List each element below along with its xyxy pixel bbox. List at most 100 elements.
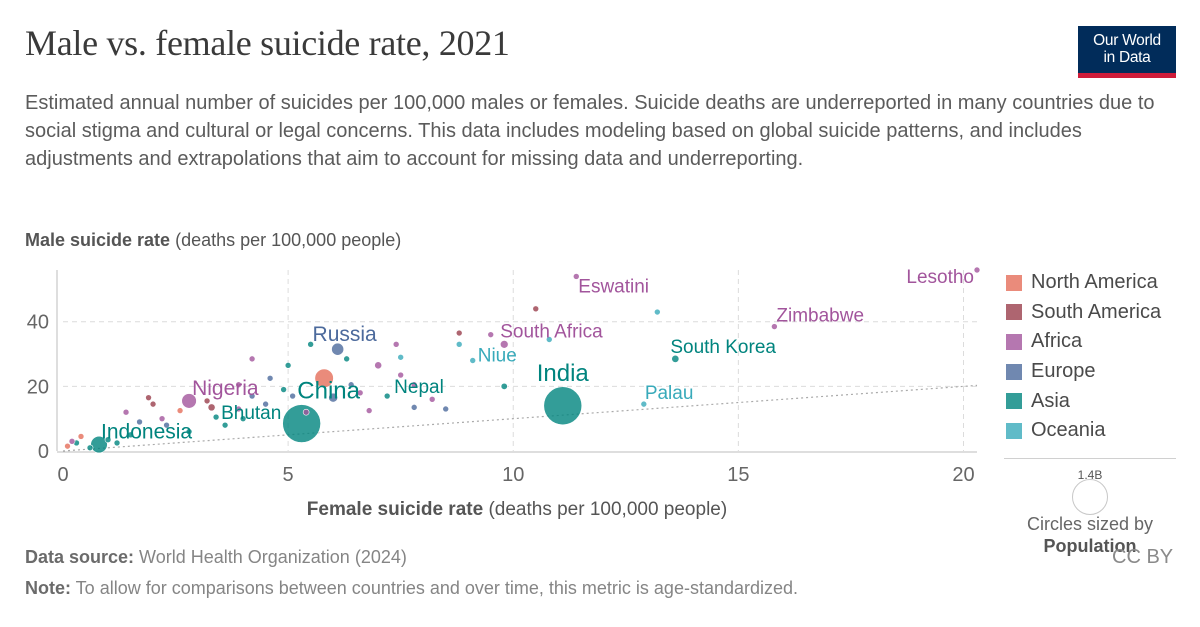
x-axis-title: Female suicide rate (deaths per 100,000 … (307, 499, 727, 520)
label-south-africa: South Africa (500, 321, 603, 342)
data-point (266, 374, 274, 382)
data-point (410, 381, 418, 389)
y-tick-label: 20 (27, 376, 49, 398)
data-point (328, 392, 338, 403)
point-lesotho (973, 266, 981, 274)
data-point (86, 444, 94, 452)
x-axis-title-main: Female suicide rate (307, 499, 483, 520)
legend-swatch (1006, 333, 1022, 350)
data-point (136, 418, 143, 426)
data-point (176, 407, 184, 414)
x-tick-label: 15 (727, 464, 749, 486)
data-point (248, 355, 256, 363)
label-nepal: Nepal (394, 377, 444, 398)
data-point (235, 381, 242, 389)
data-point (284, 362, 292, 369)
license-link[interactable]: CC BY (1112, 546, 1174, 568)
data-point (307, 341, 314, 348)
chart-note: Note: To allow for comparisons between c… (25, 578, 798, 599)
legend-item-north-america[interactable]: North America (1006, 268, 1161, 298)
label-zimbabwe: Zimbabwe (776, 306, 864, 327)
data-point (347, 381, 355, 389)
y-axis-title: Male suicide rate (deaths per 100,000 pe… (25, 230, 401, 250)
data-point (442, 405, 450, 413)
data-source-text: World Health Organization (2024) (134, 547, 407, 567)
data-point (343, 355, 350, 363)
legend-label: Europe (1031, 360, 1096, 383)
point-south-korea (671, 354, 680, 363)
label-lesotho: Lesotho (906, 267, 974, 288)
data-point (428, 395, 436, 403)
legend-swatch (1006, 422, 1022, 439)
legend-label: Asia (1031, 389, 1070, 412)
data-point (314, 368, 334, 388)
data-point (122, 408, 130, 416)
legend-label: South America (1031, 300, 1162, 323)
point-russia (331, 342, 345, 356)
data-point (545, 336, 553, 343)
label-china: China (297, 378, 360, 405)
data-point (239, 415, 247, 422)
point-nigeria (181, 393, 197, 409)
label-russia: Russia (313, 323, 378, 346)
data-point (158, 415, 166, 422)
chart-subtitle: Estimated annual number of suicides per … (25, 92, 1155, 170)
data-point (248, 392, 256, 400)
size-legend: 1.4B Circles sized by Population (1004, 458, 1176, 556)
data-point (221, 421, 229, 429)
data-point (392, 341, 400, 348)
label-palau: Palau (645, 383, 694, 404)
size-legend-caption: Circles sized by Population (1004, 513, 1176, 557)
data-point (77, 433, 85, 440)
data-point (113, 439, 121, 447)
data-point (64, 442, 71, 450)
data-point (262, 400, 269, 408)
size-legend-value: 1.4B (1077, 468, 1103, 482)
legend-label: Africa (1031, 330, 1083, 353)
label-india: India (537, 360, 590, 387)
data-point (145, 394, 152, 401)
legend-swatch (1006, 393, 1022, 410)
data-source: Data source: World Health Organization (… (25, 547, 407, 568)
point-palau (640, 400, 648, 408)
owid-logo[interactable]: Our World in Data (1078, 26, 1176, 78)
y-axis-title-main: Male suicide rate (25, 230, 170, 250)
size-legend-caption-text: Circles sized by (1026, 514, 1154, 534)
legend-item-south-america[interactable]: South America (1006, 298, 1161, 328)
x-axis-title-unit: (deaths per 100,000 people) (483, 499, 727, 520)
data-point (487, 331, 495, 338)
y-tick-label: 40 (27, 312, 49, 334)
data-point (455, 341, 463, 348)
data-point (365, 407, 373, 414)
logo-line-1: Our World (1093, 32, 1161, 49)
y-axis-title-unit: (deaths per 100,000 people) (170, 230, 401, 250)
data-point (374, 361, 383, 370)
legend-item-asia[interactable]: Asia (1006, 386, 1161, 416)
point-nepal (383, 392, 391, 400)
data-point (203, 397, 211, 405)
x-tick-label: 5 (283, 464, 294, 486)
size-legend-divider (1004, 458, 1176, 459)
point-zimbabwe (771, 323, 778, 330)
legend-item-africa[interactable]: Africa (1006, 327, 1161, 357)
data-point (235, 405, 242, 413)
x-tick-label: 0 (57, 464, 68, 486)
data-point (397, 371, 404, 379)
x-tick-label: 20 (952, 464, 974, 486)
data-point (654, 308, 661, 316)
size-legend-variable: Population (1043, 536, 1137, 556)
label-eswatini: Eswatini (578, 276, 649, 297)
data-point (500, 382, 508, 390)
data-point (397, 353, 404, 361)
logo-line-2: in Data (1103, 49, 1151, 66)
label-south-korea: South Korea (670, 337, 776, 358)
data-point (532, 305, 540, 313)
data-point (289, 392, 296, 400)
size-legend-circle (1072, 479, 1108, 515)
label-indonesia: Indonesia (101, 421, 192, 444)
point-bhutan (212, 413, 220, 421)
legend-item-oceania[interactable]: Oceania (1006, 416, 1161, 446)
data-point (280, 386, 287, 393)
legend-item-europe[interactable]: Europe (1006, 357, 1161, 387)
point-india (543, 386, 583, 426)
